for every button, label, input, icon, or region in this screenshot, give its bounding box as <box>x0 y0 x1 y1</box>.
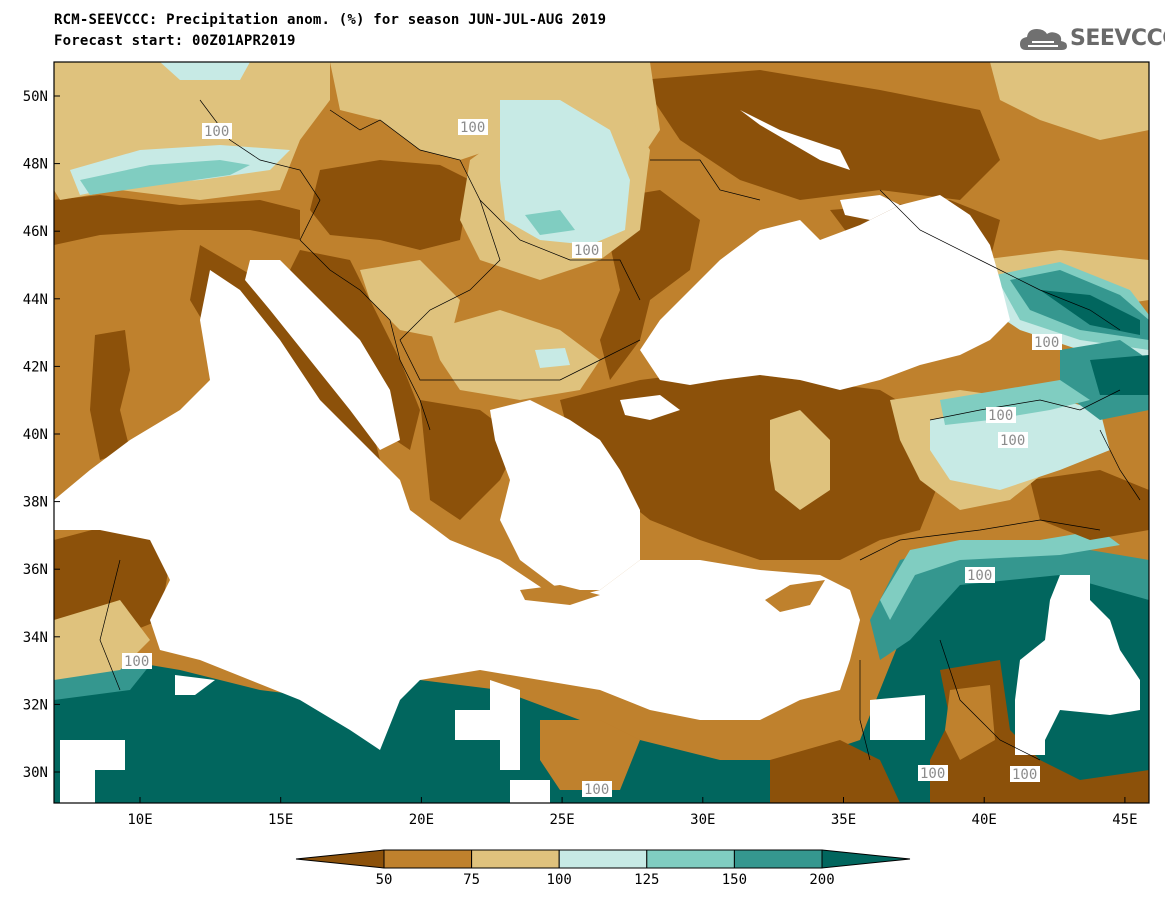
arabia-50-75 <box>945 685 995 760</box>
hungary-lt50 <box>310 160 470 250</box>
crete-area <box>520 585 600 605</box>
turkey-east-lt50 <box>1030 470 1149 540</box>
lon-tick-label: 20E <box>409 812 434 828</box>
syria-125 <box>880 530 1120 620</box>
lon-tick-label: 25E <box>549 812 574 828</box>
colorbar-label: 200 <box>809 872 834 888</box>
marmara-sea <box>620 395 680 420</box>
contour-label: 100 <box>460 120 485 136</box>
crimea-patch <box>740 110 850 170</box>
lat-tick-label: 34N <box>23 630 48 646</box>
nodata-egypt <box>510 780 550 803</box>
contour-label: 100 <box>574 243 599 259</box>
alps-125-150 <box>80 160 250 195</box>
border-lines <box>99 99 1141 761</box>
lon-tick-label: 40E <box>972 812 997 828</box>
russia-75-100 <box>990 62 1149 140</box>
aegean-sea <box>490 400 640 590</box>
colorbar-swatch <box>383 849 473 869</box>
adriatic-sea <box>245 260 400 450</box>
lat-tick-label: 46N <box>23 224 48 240</box>
map-frame <box>53 61 1150 804</box>
lon-tick-label: 45E <box>1112 812 1137 828</box>
lat-tick-label: 50N <box>23 89 48 105</box>
colorbar-swatch <box>733 849 823 869</box>
sardinia-lt50 <box>90 330 130 460</box>
caucasus-gt200 <box>1040 290 1140 335</box>
lon-tick-label: 10E <box>127 812 152 828</box>
contour-labels: 100 100 100 100 100 100 100 100 100 100 … <box>122 119 1062 798</box>
lat-tick-label: 44N <box>23 292 48 308</box>
azov-sea <box>840 195 900 220</box>
lon-tick-label: 15E <box>268 812 293 828</box>
logo-text: SEEVCCC <box>1070 26 1165 51</box>
anatolia-75-100 <box>770 410 830 510</box>
longitude-axis: 10E 15E 20E 25E 30E 35E 40E 45E <box>127 797 1138 828</box>
seevccc-logo: SEEVCCC <box>1018 20 1165 60</box>
lat-tick-label: 38N <box>23 495 48 511</box>
colorbar: 50 75 100 125 150 200 <box>295 849 911 888</box>
contour-label: 100 <box>584 782 609 798</box>
nodata-jordan <box>870 695 925 740</box>
carpathia-125-150 <box>525 210 575 235</box>
nodata-tunisia <box>175 675 215 695</box>
bulgaria-100-125 <box>535 348 570 368</box>
nodata-algeria <box>60 740 125 803</box>
egypt-brown-1 <box>540 720 640 790</box>
mediterranean-west <box>54 270 860 750</box>
colorbar-label: 50 <box>376 872 393 888</box>
nodata-iraq <box>1015 575 1140 755</box>
bulgaria-75-100 <box>430 310 600 400</box>
map-field <box>54 62 1149 803</box>
contour-label: 100 <box>1012 767 1037 783</box>
contour-label: 100 <box>920 766 945 782</box>
colorbar-swatch <box>295 849 385 869</box>
contour-label: 100 <box>967 568 992 584</box>
contour-label: 100 <box>204 124 229 140</box>
levant-brown <box>770 740 900 803</box>
tunisia-lt50 <box>54 520 170 640</box>
lat-tick-label: 30N <box>23 765 48 781</box>
alps-lt50 <box>54 195 300 245</box>
lon-tick-label: 35E <box>831 812 856 828</box>
colorbar-label: 75 <box>463 872 480 888</box>
lat-tick-label: 48N <box>23 157 48 173</box>
colorbar-swatch <box>558 849 648 869</box>
colorbar-label: 100 <box>547 872 572 888</box>
north-100-125 <box>160 62 250 80</box>
contour-label: 100 <box>988 408 1013 424</box>
colorbar-swatch <box>471 849 560 869</box>
nodata-libya <box>455 680 520 770</box>
chart-title: RCM-SEEVCCC: Precipitation anom. (%) for… <box>54 12 607 28</box>
contour-label: 100 <box>124 654 149 670</box>
cyprus-area <box>765 580 825 612</box>
latitude-axis: 50N 48N 46N 44N 42N 40N 38N 36N 34N 32N 30N <box>23 89 60 781</box>
serbia-75-100 <box>360 260 460 340</box>
contour-label: 100 <box>1034 335 1059 351</box>
colorbar-label: 125 <box>634 872 659 888</box>
eastturkey-125-150 <box>940 380 1090 425</box>
north-africa-teal <box>54 560 1149 803</box>
carpathia-100-125 <box>500 100 630 245</box>
lat-tick-label: 36N <box>23 562 48 578</box>
forecast-start-label: Forecast start: 00Z01APR2019 <box>54 33 296 49</box>
ukraine-lt50 <box>640 70 1000 200</box>
colorbar-label: 150 <box>722 872 747 888</box>
colorbar-swatch <box>646 849 735 869</box>
contour-label: 100 <box>1000 433 1025 449</box>
cloud-logo-icon <box>1020 29 1067 50</box>
lat-tick-label: 32N <box>23 697 48 713</box>
black-sea <box>640 195 1010 390</box>
lon-tick-label: 30E <box>690 812 715 828</box>
lat-tick-label: 40N <box>23 427 48 443</box>
lat-tick-label: 42N <box>23 359 48 375</box>
caucasus-east-gt200 <box>1090 355 1149 395</box>
colorbar-swatch <box>821 849 911 869</box>
syria-150 <box>870 545 1149 660</box>
